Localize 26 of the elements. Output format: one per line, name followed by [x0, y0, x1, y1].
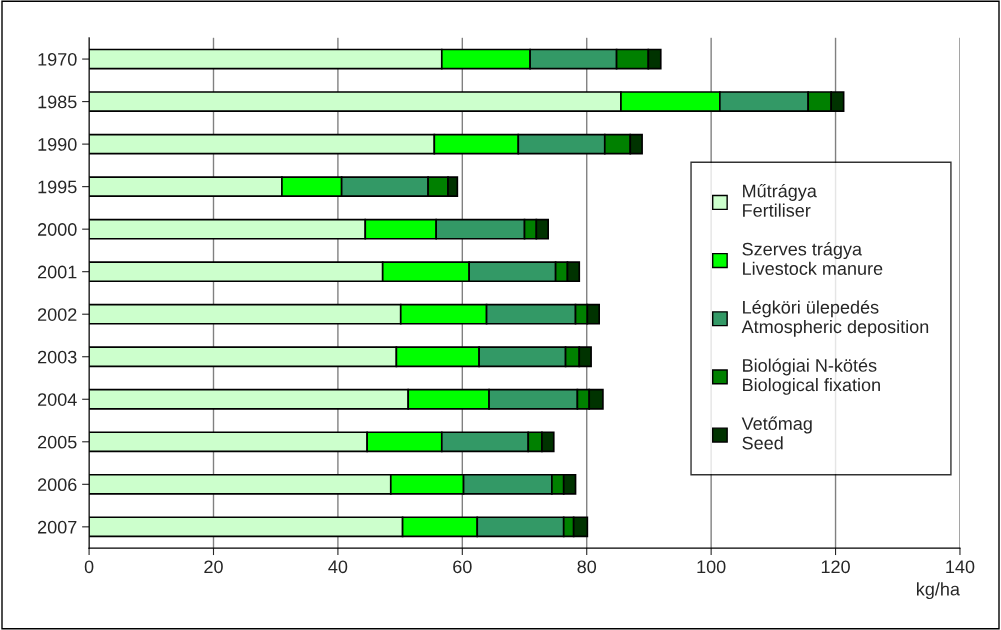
x-tick-label: 140 — [946, 560, 975, 574]
x-axis-title: kg/ha — [917, 582, 960, 600]
legend-label: Vetőmag Seed — [741, 416, 812, 450]
x-tick-label: 20 — [204, 560, 223, 574]
y-tick-label: 2007 — [38, 520, 77, 534]
y-tick-label: 1990 — [38, 138, 77, 151]
x-tick-label: 100 — [697, 560, 726, 574]
legend-label: Légköri ülepedés Atmospheric deposition — [741, 300, 929, 337]
legend-label: Műtrágya Fertiliser — [743, 183, 817, 217]
y-tick-label: 2004 — [38, 393, 77, 406]
y-tick-label: 2000 — [38, 223, 77, 236]
x-tick-label: 0 — [84, 560, 94, 574]
x-tick-label: 80 — [577, 560, 597, 574]
y-tick-label: 2006 — [38, 478, 77, 492]
y-tick-label: 1995 — [38, 180, 77, 194]
y-tick-label: 1970 — [38, 53, 77, 66]
y-tick-label: 2001 — [38, 265, 77, 279]
x-tick-label: 40 — [328, 560, 348, 574]
y-tick-label: 2005 — [38, 435, 77, 449]
y-tick-label: 1985 — [38, 95, 77, 109]
legend-label: Szerves trágya Livestock manure — [742, 242, 883, 275]
x-tick-label: 120 — [821, 560, 850, 574]
x-tick-label: 60 — [453, 560, 472, 574]
y-tick-label: 2003 — [38, 350, 77, 364]
legend-label: Biológiai N-kötés Biological fixation — [743, 358, 880, 395]
y-tick-label: 2002 — [38, 308, 77, 321]
